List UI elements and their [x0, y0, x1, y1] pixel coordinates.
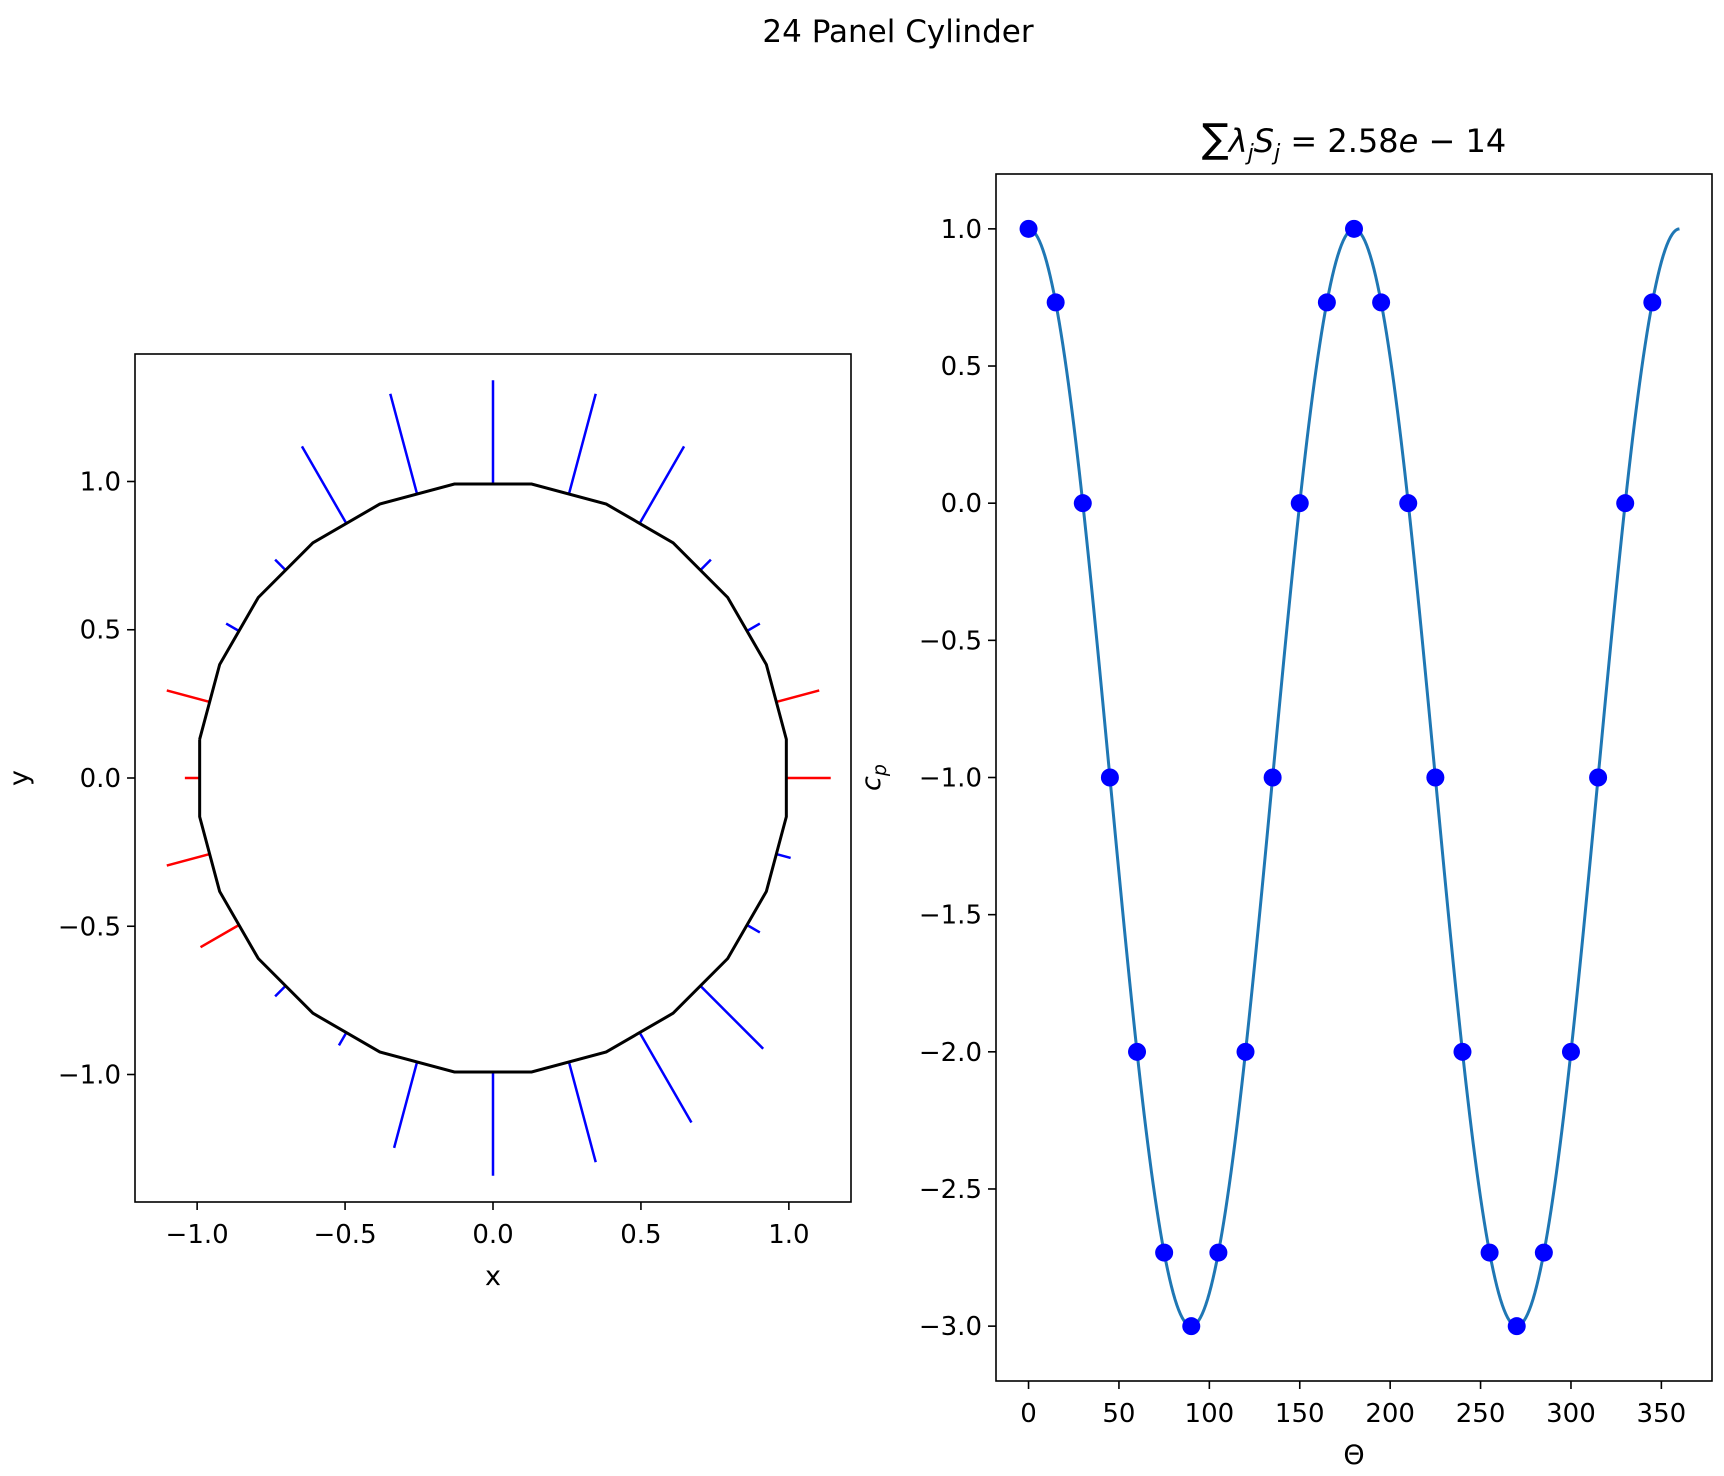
panel-normal — [567, 1061, 597, 1163]
x-tick-label: 150 — [1275, 1399, 1325, 1429]
panel-normal — [199, 923, 240, 949]
cp-marker — [1290, 494, 1309, 513]
x-tick-label: 0.5 — [620, 1220, 661, 1250]
x-tick-label: 50 — [1102, 1399, 1135, 1429]
panel-normals — [166, 380, 831, 1176]
geometry-axes: −1.0 −0.5 0.0 0.5 1.0 −1.0 −0.5 0.0 0.5 1.0 x y — [4, 353, 852, 1292]
y-tick-label: 0.5 — [941, 352, 982, 382]
panel-normal — [699, 558, 712, 572]
panel-normal — [746, 622, 761, 633]
title-e: e — [1399, 122, 1419, 160]
y-tick-label: −0.5 — [58, 912, 121, 942]
panel-normal — [392, 1061, 419, 1149]
y-tick-label: 0.5 — [80, 616, 121, 646]
panel-normal — [274, 984, 287, 998]
x-tick-label: 0.0 — [472, 1220, 513, 1250]
panel-normal — [638, 445, 686, 525]
panel-normal — [225, 622, 240, 633]
cp-marker — [1643, 293, 1662, 312]
sum-symbol: ∑ — [1202, 116, 1229, 162]
panel-normal — [166, 689, 210, 704]
x-tick-label: −0.5 — [313, 1220, 376, 1250]
y-tick-label: −1.5 — [919, 901, 982, 931]
panel-normal — [300, 445, 348, 525]
pressure-axes-title: ∑λjSj = 2.58e − 14 — [1202, 116, 1506, 166]
geometry-y-ticks: −1.0 −0.5 0.0 0.5 1.0 — [58, 467, 135, 1091]
cp-marker — [1345, 219, 1363, 238]
y-tick-label: −2.0 — [919, 1038, 982, 1068]
cp-marker — [1236, 1042, 1255, 1061]
panel-normal — [389, 393, 419, 495]
geometry-x-axis-label: x — [485, 1261, 501, 1292]
pressure-axes: 0 50 100 150 200 250 300 350 1.0 0.5 0.0 −0.5 −1.0 −… — [856, 116, 1713, 1471]
cp-marker — [1561, 1042, 1580, 1061]
x-tick-label: 0 — [1020, 1399, 1037, 1429]
y-tick-label: −1.0 — [58, 1061, 121, 1091]
cp-marker — [1480, 1243, 1499, 1262]
cp-marker — [1019, 219, 1038, 238]
cp-marker — [1507, 1317, 1526, 1336]
x-tick-label: 300 — [1546, 1399, 1596, 1429]
panel-normal — [776, 689, 820, 704]
y-tick-label: −2.5 — [919, 1175, 982, 1205]
title-exponent: − 14 — [1418, 122, 1506, 160]
panel-normal — [166, 852, 210, 867]
panel-normal — [776, 852, 791, 860]
geometry-y-axis-label: y — [4, 770, 35, 786]
panel-normal — [746, 923, 761, 934]
ylabel-subscript-p: p — [869, 764, 891, 777]
title-lambda: λ — [1227, 122, 1248, 160]
y-tick-label: 1.0 — [941, 215, 982, 245]
cp-marker — [1453, 1042, 1472, 1061]
title-s: S — [1254, 122, 1274, 160]
cp-marker — [1209, 1243, 1228, 1262]
cp-marker — [1372, 293, 1391, 312]
title-subscript-j2: j — [1271, 141, 1281, 166]
cp-marker — [1182, 1317, 1201, 1336]
geometry-x-ticks: −1.0 −0.5 0.0 0.5 1.0 — [166, 1202, 810, 1250]
panel-normal — [699, 984, 765, 1050]
y-tick-label: 0.0 — [80, 764, 121, 794]
panel-normal — [337, 1031, 348, 1047]
cp-marker — [1399, 494, 1418, 513]
figure-title: 24 Panel Cylinder — [762, 14, 1033, 50]
y-tick-label: 1.0 — [80, 467, 121, 497]
x-tick-label: 350 — [1637, 1399, 1687, 1429]
cp-marker — [1128, 1042, 1147, 1061]
cp-marker — [1317, 293, 1336, 312]
cp-marker — [1263, 768, 1282, 787]
x-tick-label: 250 — [1456, 1399, 1506, 1429]
y-tick-label: −0.5 — [919, 626, 982, 656]
cp-marker — [1046, 293, 1065, 312]
y-tick-label: 0.0 — [941, 489, 982, 519]
cylinder-polygon — [198, 482, 788, 1074]
cp-marker — [1534, 1243, 1553, 1262]
cp-marker — [1616, 494, 1635, 513]
pressure-y-ticks: 1.0 0.5 0.0 −0.5 −1.0 −1.5 −2.0 −2.5 −3.0 — [919, 215, 996, 1342]
x-tick-label: 100 — [1185, 1399, 1235, 1429]
panel-normal — [638, 1031, 693, 1124]
cp-marker — [1589, 768, 1608, 787]
y-tick-label: −3.0 — [919, 1312, 982, 1342]
title-value: = 2.58 — [1280, 122, 1398, 160]
title-subscript-j: j — [1245, 141, 1255, 166]
x-tick-label: 1.0 — [768, 1220, 809, 1250]
x-tick-label: −1.0 — [166, 1220, 229, 1250]
x-tick-label: 200 — [1365, 1399, 1415, 1429]
cp-marker — [1426, 768, 1445, 787]
ylabel-c: c — [856, 776, 887, 791]
pressure-y-axis-label: cp — [856, 764, 891, 791]
panel-normal — [274, 558, 287, 572]
cp-marker — [1073, 494, 1092, 513]
cp-analytic-curve — [1028, 227, 1680, 1328]
cp-marker — [1155, 1243, 1174, 1262]
y-tick-label: −1.0 — [919, 764, 982, 794]
panel-normal — [567, 393, 597, 495]
cp-panel-markers — [1019, 219, 1662, 1336]
pressure-x-ticks: 0 50 100 150 200 250 300 350 — [1020, 1381, 1686, 1429]
cp-marker — [1100, 768, 1119, 787]
pressure-x-axis-label: Θ — [1343, 1440, 1364, 1471]
